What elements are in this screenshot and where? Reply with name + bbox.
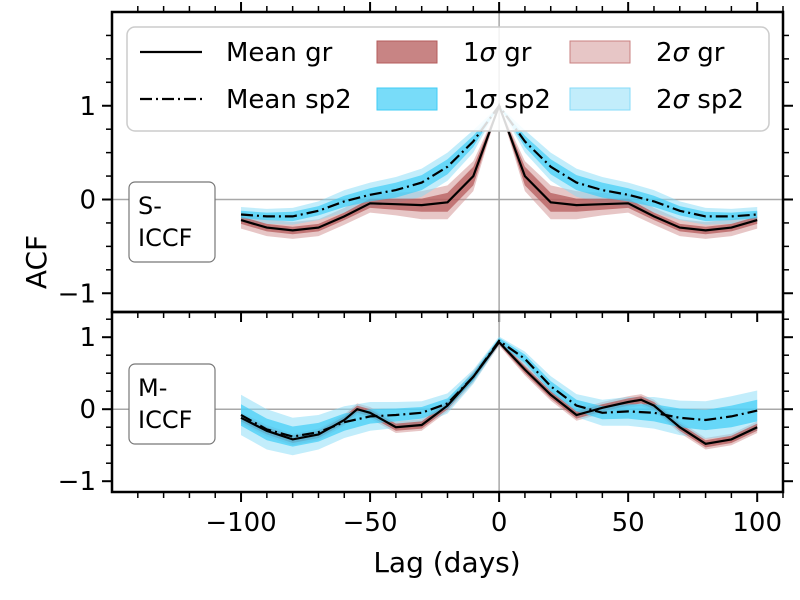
x-tick-label: 0 bbox=[491, 508, 508, 538]
legend-entry-label: 2σ gr bbox=[656, 38, 725, 68]
panel-label-box bbox=[128, 181, 216, 263]
legend-entry-label: 1σ gr bbox=[463, 38, 532, 68]
legend-entry-label: Mean gr bbox=[226, 38, 333, 68]
y-tick-label: −1 bbox=[58, 467, 96, 497]
legend-label-suffix: sp2 bbox=[496, 85, 551, 115]
legend-label-base: Mean gr bbox=[226, 38, 333, 68]
y-axis-label: ACF bbox=[20, 235, 53, 289]
panel-m-iccf: −1 0 1 M- ICCF bbox=[58, 310, 793, 502]
legend-handle-patch bbox=[569, 40, 631, 64]
x-tick-label: −100 bbox=[205, 508, 276, 538]
y-tick-label: −1 bbox=[58, 279, 96, 309]
panel-label-line: ICCF bbox=[138, 406, 192, 434]
legend-entry-label: 1σ sp2 bbox=[463, 85, 551, 115]
band-1sigma-sp2 bbox=[241, 105, 758, 222]
legend-label-base: 2 bbox=[656, 85, 673, 115]
panel-label-line: ICCF bbox=[138, 224, 192, 252]
y-tick-label: 1 bbox=[79, 323, 96, 353]
legend-label-base: Mean sp2 bbox=[226, 85, 352, 115]
panel-label-line: M- bbox=[138, 374, 167, 402]
legend-label-base: 2 bbox=[656, 38, 673, 68]
legend-label-sigma: σ bbox=[673, 38, 691, 68]
band-1sigma-sp2 bbox=[241, 337, 758, 447]
legend-handle-patch bbox=[376, 40, 438, 64]
legend-label-base: 1 bbox=[463, 85, 480, 115]
y-tick-label: 1 bbox=[79, 92, 96, 122]
legend-entry-label: 2σ sp2 bbox=[656, 85, 744, 115]
legend-label-base: 1 bbox=[463, 38, 480, 68]
panel-label-line: S- bbox=[138, 192, 162, 220]
x-tick-label: 50 bbox=[612, 508, 645, 538]
y-tick-label: 0 bbox=[79, 186, 96, 216]
x-tick-label: 100 bbox=[732, 508, 782, 538]
legend-label-suffix: gr bbox=[689, 38, 725, 68]
band-2sigma-sp2 bbox=[241, 336, 758, 456]
x-axis: −100 −50 0 50 100 bbox=[205, 508, 782, 538]
band-1sigma-gr bbox=[241, 105, 758, 235]
legend-label-sigma: σ bbox=[480, 85, 498, 115]
legend-label-sigma: σ bbox=[480, 38, 498, 68]
legend-label-suffix: sp2 bbox=[689, 85, 744, 115]
legend-label-suffix: gr bbox=[496, 38, 532, 68]
y-tick-label: 0 bbox=[79, 395, 96, 425]
legend-entry-label: Mean sp2 bbox=[226, 85, 352, 115]
x-axis-label: Lag (days) bbox=[373, 546, 520, 579]
panel-label-box bbox=[128, 363, 216, 445]
legend-handle-patch bbox=[569, 87, 631, 111]
legend-handle-patch bbox=[376, 87, 438, 111]
legend-label-sigma: σ bbox=[673, 85, 691, 115]
x-tick-label: −50 bbox=[343, 508, 398, 538]
mean-line-sp2 bbox=[240, 339, 758, 438]
